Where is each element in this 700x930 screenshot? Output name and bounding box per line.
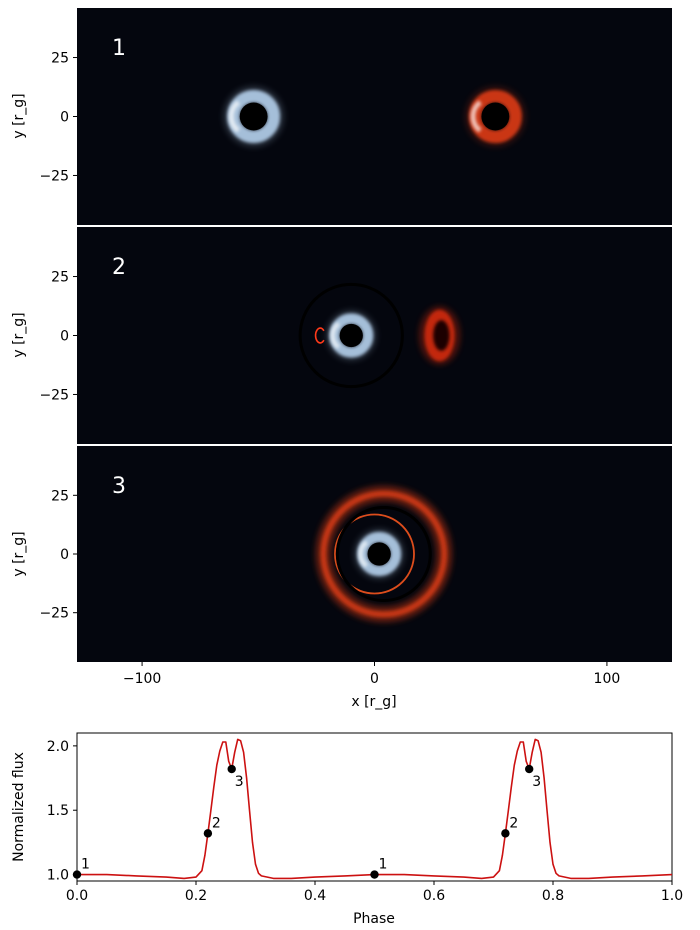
phase-marker-label: 1	[379, 857, 388, 873]
y-tick-label: 25	[51, 488, 69, 504]
y-tick-label: 25	[51, 270, 69, 286]
x-tick-label: −100	[123, 671, 161, 687]
phase-marker	[525, 764, 534, 774]
shadow	[481, 102, 510, 131]
image-panel-2: 2	[77, 227, 672, 444]
phase-marker	[227, 764, 236, 774]
hot-spot	[330, 318, 364, 353]
lc-x-tick-label: 0.2	[185, 888, 207, 904]
image-panel-3: 3	[77, 446, 672, 662]
plot-frame	[76, 732, 673, 882]
y-axis-label-2: y [r_g]	[11, 312, 27, 357]
shadow	[367, 542, 391, 566]
phase-marker-label: 3	[532, 774, 541, 790]
lc-y-tick-label: 1.0	[47, 868, 69, 884]
y-axis-label-1: y [r_g]	[11, 93, 27, 138]
einstein-ring	[320, 490, 448, 618]
panel-label: 2	[112, 255, 126, 280]
shadow	[239, 102, 268, 131]
secondary-image-arc	[314, 327, 325, 344]
lc-x-axis-label: Phase	[353, 911, 395, 927]
x-tick-label: 100	[594, 671, 621, 687]
y-tick-label: 0	[60, 110, 69, 126]
phase-marker-label: 1	[81, 857, 90, 873]
y-axis-label-3: y [r_g]	[11, 531, 27, 576]
hot-spot	[228, 96, 269, 137]
lc-x-tick-label: 0.4	[304, 888, 326, 904]
panel-label: 1	[112, 36, 126, 61]
y-tick-label: 0	[60, 329, 69, 345]
phase-marker	[203, 829, 213, 838]
hot-spot	[470, 96, 511, 137]
light-curve-plot: 1 2 3 1 2 3	[72, 732, 673, 882]
panel-background	[77, 8, 672, 225]
lc-y-tick-label: 1.5	[47, 803, 69, 819]
phase-marker	[501, 829, 510, 838]
phase-marker-label: 3	[235, 774, 244, 790]
lc-x-tick-label: 0.6	[423, 888, 445, 904]
phase-marker	[370, 870, 379, 879]
lc-x-tick-label: 0.8	[542, 888, 564, 904]
hot-spot	[358, 537, 392, 571]
lc-y-axis-label: Normalized flux	[11, 752, 27, 862]
crescent-shadow	[433, 320, 450, 351]
thin-ring	[334, 513, 415, 595]
phase-marker-label: 2	[509, 815, 518, 831]
phase-marker-label: 2	[212, 815, 221, 831]
lc-x-tick-label: 0.0	[66, 888, 88, 904]
dark-ring	[298, 282, 404, 389]
y-tick-label: −25	[39, 387, 69, 403]
y-tick-label: 0	[60, 547, 69, 563]
dark-ring	[335, 506, 432, 602]
x-tick-label: 0	[370, 671, 379, 687]
x-axis-label-image: x [r_g]	[351, 694, 396, 710]
lc-x-tick-label: 1.0	[661, 888, 683, 904]
y-tick-label: 25	[51, 51, 69, 67]
shadow	[339, 323, 363, 348]
y-tick-label: −25	[39, 606, 69, 622]
image-panel-1: 1	[77, 8, 672, 225]
lc-y-tick-label: 2.0	[47, 739, 69, 755]
y-tick-label: −25	[39, 168, 69, 184]
panel-label: 3	[112, 474, 126, 499]
